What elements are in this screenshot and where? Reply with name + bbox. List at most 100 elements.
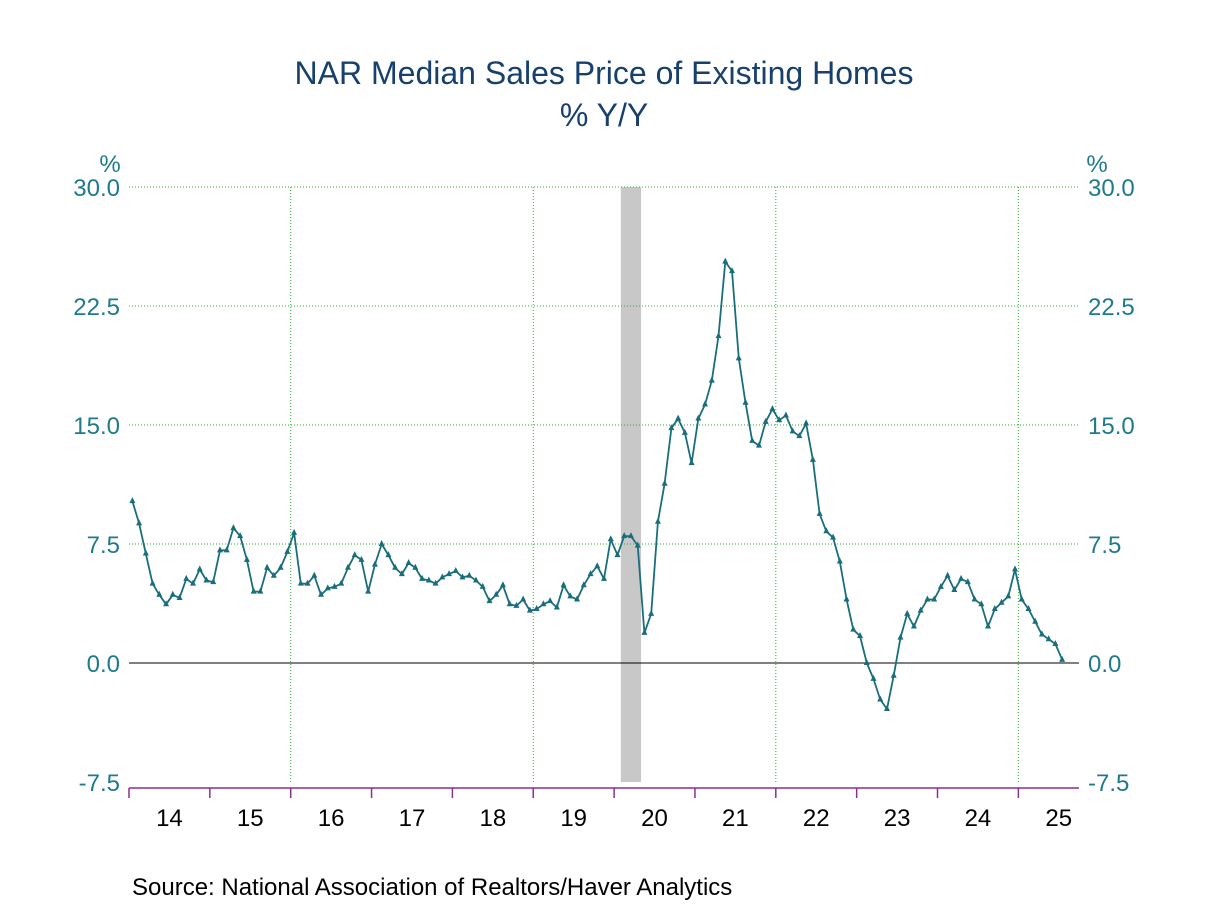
data-point: [1025, 605, 1032, 612]
data-point: [129, 497, 136, 504]
data-point: [344, 563, 351, 570]
y-tick-label-right: 0.0: [1088, 651, 1121, 678]
data-point: [338, 579, 345, 586]
data-point: [978, 600, 985, 607]
y-tick-label-left: 0.0: [87, 651, 120, 678]
data-point: [1005, 592, 1012, 599]
data-point: [971, 595, 978, 602]
y-tick-label-right: 22.5: [1088, 294, 1135, 321]
data-point: [1045, 635, 1052, 642]
x-tick-label: 14: [156, 805, 183, 832]
data-point: [520, 595, 527, 602]
data-point: [156, 590, 163, 597]
data-point: [540, 600, 547, 607]
data-point: [351, 551, 358, 558]
data-point: [385, 551, 392, 558]
recession-band: [620, 187, 642, 782]
data-point: [870, 674, 877, 681]
data-point: [203, 576, 210, 583]
data-point: [398, 570, 405, 577]
data-point: [1052, 639, 1059, 646]
y-tick-label-left: 15.0: [73, 413, 120, 440]
y-tick-label-right: -7.5: [1088, 770, 1129, 797]
data-point: [897, 633, 904, 640]
data-point: [392, 563, 399, 570]
data-point: [574, 595, 581, 602]
data-point: [877, 695, 884, 702]
data-point: [270, 571, 277, 578]
data-point: [755, 441, 762, 448]
data-point: [425, 576, 432, 583]
data-point: [904, 609, 911, 616]
data-point: [466, 571, 473, 578]
right-unit-label: %: [1086, 151, 1107, 178]
source-note: Source: National Association of Realtors…: [132, 874, 732, 901]
data-point: [176, 593, 183, 600]
data-point: [958, 574, 965, 581]
x-tick-label: 25: [1045, 805, 1072, 832]
data-point: [506, 600, 513, 607]
data-point: [1038, 630, 1045, 637]
data-point: [547, 597, 554, 604]
data-point: [446, 570, 453, 577]
data-point: [1018, 595, 1025, 602]
data-point: [169, 590, 176, 597]
data-point: [708, 376, 715, 383]
data-point: [641, 628, 648, 635]
data-point: [230, 524, 237, 531]
data-point: [843, 595, 850, 602]
data-point: [702, 400, 709, 407]
data-point: [688, 459, 695, 466]
data-point: [580, 581, 587, 588]
data-point: [513, 601, 520, 608]
data-point: [371, 560, 378, 567]
y-tick-label-left: -7.5: [79, 770, 120, 797]
data-point: [419, 574, 426, 581]
data-point: [560, 581, 567, 588]
data-point: [412, 563, 419, 570]
chart-title: NAR Median Sales Price of Existing Homes: [295, 55, 914, 91]
data-point: [850, 625, 857, 632]
data-point: [567, 592, 574, 599]
data-point: [163, 600, 170, 607]
data-point: [486, 597, 493, 604]
data-point: [378, 540, 385, 546]
data-point: [816, 509, 823, 516]
data-point: [634, 541, 641, 548]
data-point: [910, 622, 917, 629]
data-point: [297, 579, 304, 586]
data-point: [452, 566, 459, 573]
data-point: [243, 555, 250, 562]
data-point: [789, 427, 796, 434]
data-point: [857, 632, 864, 639]
data-point: [250, 587, 257, 594]
y-tick-label-right: 30.0: [1088, 175, 1135, 202]
data-point: [924, 595, 931, 602]
series-line: [131, 260, 1064, 710]
y-tick-label-left: 7.5: [87, 532, 120, 559]
data-point: [324, 584, 331, 591]
data-point: [762, 417, 769, 424]
data-point: [782, 411, 789, 418]
data-point: [803, 419, 810, 426]
data-point: [836, 557, 843, 564]
data-point: [991, 605, 998, 612]
x-tick-label: 15: [237, 805, 264, 832]
data-point: [358, 555, 365, 562]
data-point: [742, 398, 749, 405]
data-point: [331, 582, 338, 589]
data-point: [809, 455, 816, 462]
x-tick-label: 17: [399, 805, 426, 832]
data-point: [964, 578, 971, 585]
data-point: [587, 570, 594, 577]
data-point: [149, 579, 156, 586]
data-point: [1011, 565, 1018, 572]
data-point: [365, 587, 372, 594]
data-point: [796, 432, 803, 439]
data-point: [985, 622, 992, 629]
data-point: [277, 563, 284, 570]
data-point: [621, 532, 628, 539]
data-point: [257, 587, 264, 594]
data-point: [823, 527, 830, 534]
